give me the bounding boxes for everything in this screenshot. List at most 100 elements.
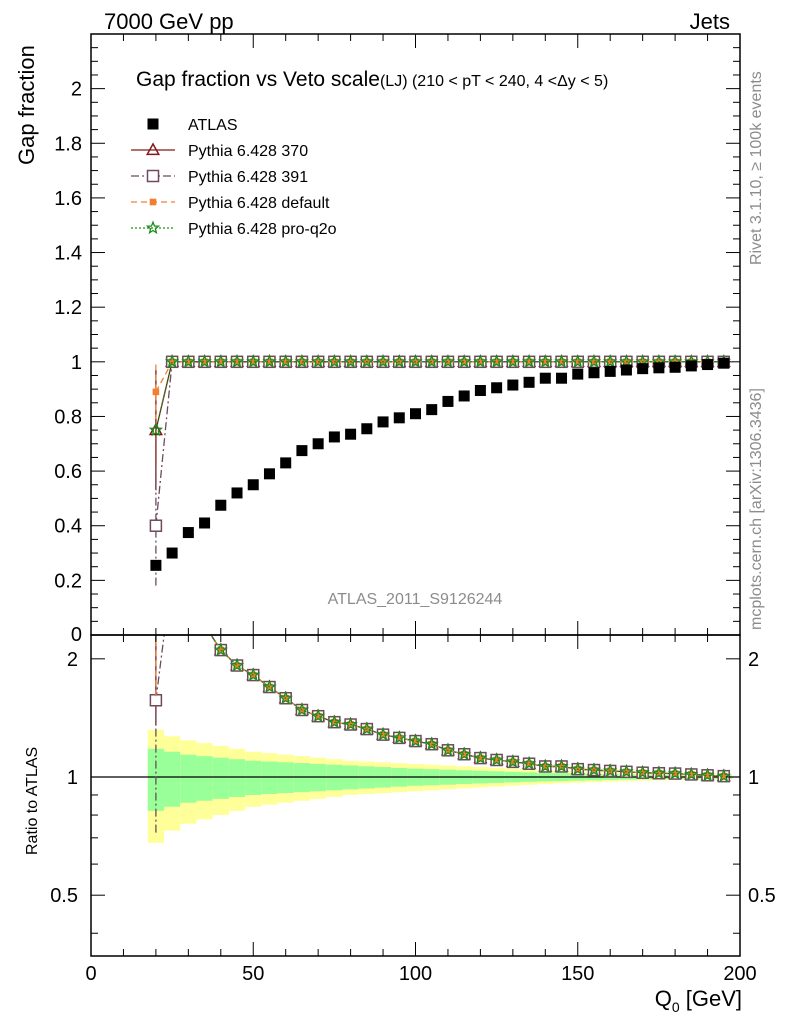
- ratio-series-point: [538, 758, 553, 773]
- ratio-tick-label-right: 0.5: [748, 885, 776, 907]
- legend: ATLAS Pythia 6.428 370 Pythia 6.428 391 Pyt…: [131, 117, 337, 238]
- series-point: [148, 422, 164, 437]
- series-point: [457, 354, 472, 368]
- series-point: [542, 358, 549, 366]
- series-point: [246, 354, 261, 368]
- ratio-series-point: [671, 770, 679, 777]
- rivet-label: Rivet 3.1.10, ≥ 100k events: [748, 71, 765, 265]
- series-point: [444, 358, 452, 366]
- ratio-series-point: [509, 758, 517, 766]
- legend-entry: Pythia 6.428 default: [131, 195, 330, 212]
- legend-label: Pythia 6.428 370: [188, 143, 308, 160]
- x-tick-label: 200: [723, 963, 756, 985]
- atlas-point: [702, 359, 714, 371]
- atlas-point: [523, 376, 535, 388]
- atlas-point: [263, 468, 275, 480]
- series-point: [298, 358, 306, 366]
- series-point: [525, 358, 533, 366]
- series-point: [477, 358, 484, 366]
- series-point: [489, 354, 504, 368]
- series-point: [197, 354, 212, 368]
- ratio-series-point: [229, 657, 245, 672]
- atlas-point: [328, 431, 340, 443]
- series-point: [201, 358, 208, 366]
- atlas-point: [426, 404, 438, 416]
- ratio-series-point: [635, 765, 650, 779]
- ratio-series-point: [149, 694, 163, 707]
- series-point: [217, 358, 225, 366]
- y-tick-label: 0.6: [54, 461, 82, 483]
- ratio-series-point: [440, 742, 456, 757]
- legend-label: Pythia 6.428 391: [188, 169, 308, 186]
- series-point: [282, 358, 289, 366]
- ratio-tick-label-right: 2: [748, 649, 759, 671]
- legend-marker: [145, 220, 161, 235]
- header-right: Jets: [690, 9, 730, 34]
- atlas-point: [458, 390, 470, 402]
- ratio-series-point: [651, 765, 667, 780]
- y-axis-label: Gap fraction: [14, 45, 39, 165]
- ratio-series-point: [489, 752, 504, 767]
- ratio-band-inner: [277, 762, 294, 794]
- ratio-series-point: [603, 763, 618, 778]
- x-axis-label: Q0 [GeV]: [655, 986, 742, 1015]
- legend-marker: [147, 118, 159, 130]
- series-point: [343, 354, 358, 368]
- ratio-series-point: [667, 766, 683, 780]
- series-point: [440, 354, 456, 368]
- ratio-band-inner: [261, 761, 278, 795]
- ratio-band-inner: [245, 760, 262, 795]
- atlas-point: [377, 416, 389, 428]
- atlas-point: [474, 385, 486, 397]
- atlas-point: [312, 438, 324, 450]
- atlas-point: [669, 361, 681, 373]
- ratio-series-point: [314, 712, 322, 720]
- ratio-series-point: [700, 767, 715, 782]
- mcplots-label: mcplots.cern.ch [arXiv:1306.3436]: [748, 388, 765, 630]
- legend-marker: [145, 142, 161, 156]
- atlas-point: [507, 379, 519, 391]
- ratio-series-4: [210, 635, 732, 783]
- atlas-point: [166, 547, 178, 559]
- ratio-tick-label: 0.5: [50, 885, 78, 907]
- ratio-series-point: [233, 662, 241, 669]
- atlas-point: [361, 423, 373, 435]
- atlas-point: [685, 360, 697, 372]
- ratio-tick-label: 1: [67, 767, 78, 789]
- series-point: [359, 354, 374, 368]
- ratio-series-point: [278, 690, 293, 705]
- ratio-series-point: [262, 679, 277, 694]
- series-atlas: [150, 357, 730, 571]
- atlas-point: [556, 372, 568, 384]
- series-point: [424, 354, 439, 368]
- atlas-point: [620, 364, 632, 376]
- series-point: [233, 358, 241, 366]
- header-left: 7000 GeV pp: [104, 9, 234, 34]
- ratio-plot: [91, 635, 740, 843]
- series-point: [408, 354, 423, 368]
- ratio-series-point: [395, 734, 403, 742]
- ratio-y-axis-label: Ratio to ATLAS: [24, 747, 41, 855]
- atlas-point: [393, 412, 405, 424]
- series-point: [538, 354, 553, 368]
- atlas-point: [199, 517, 211, 529]
- ratio-tick-label: 2: [67, 649, 78, 671]
- series-4: [148, 354, 732, 437]
- series-point: [558, 358, 565, 366]
- y-tick-label: 0.4: [54, 516, 82, 538]
- atlas-point: [215, 499, 227, 511]
- ratio-series-point: [505, 754, 521, 768]
- ratio-series-point: [655, 769, 663, 777]
- x-tick-label: 100: [399, 963, 432, 985]
- series-point: [249, 358, 257, 366]
- ratio-series-point: [619, 764, 634, 778]
- atlas-point: [182, 527, 194, 539]
- atlas-point: [231, 487, 243, 499]
- atlas-point: [572, 368, 584, 380]
- x-tick-label: 50: [242, 963, 264, 985]
- atlas-point: [653, 362, 665, 374]
- series-point: [554, 354, 569, 368]
- ratio-series-point: [392, 730, 407, 745]
- series-point: [327, 354, 342, 368]
- ratio-series-point: [213, 642, 229, 657]
